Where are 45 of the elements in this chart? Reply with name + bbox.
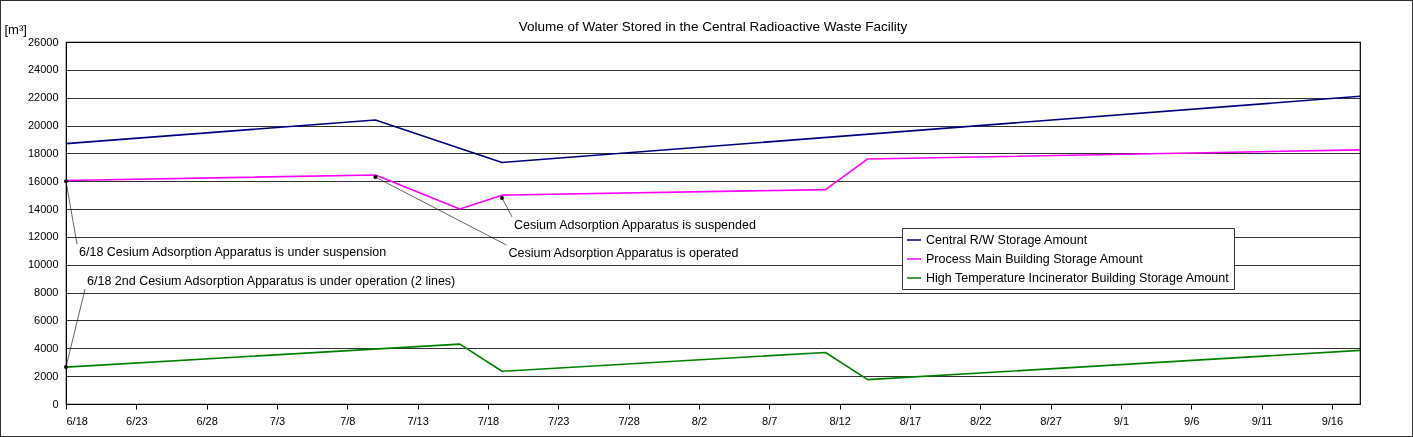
x-tick-label: 9/16 [1321, 414, 1344, 427]
y-tick-label: 18000 [27, 146, 59, 159]
x-tick-label: 8/27 [1040, 414, 1062, 427]
chart-title: Volume of Water Stored in the Central Radioactive Waste Facility [518, 18, 908, 34]
x-tick-label: 7/28 [618, 414, 640, 427]
y-tick-label: 0 [52, 397, 59, 410]
x-tick-label: 8/2 [691, 414, 708, 427]
y-tick-label: 16000 [27, 174, 59, 187]
x-tick-label: 7/13 [407, 414, 429, 427]
x-tick-label: 9/6 [1184, 414, 1200, 427]
annotation: Cesium Adsorption Apparatus is suspended [514, 217, 756, 232]
annotation: 6/18 2nd Cesium Adsorption Apparatus is under operation (2 lines) [87, 274, 456, 289]
line-series [65, 343, 1361, 381]
line-series [65, 149, 1361, 210]
x-tick-label: 8/7 [762, 414, 778, 427]
annotation: 6/18 Cesium Adsorption Apparatus is under suspension [79, 245, 387, 260]
x-tick-label: 7/3 [269, 414, 286, 427]
legend-label: High Temperature Incinerator Building Storage Amount [926, 271, 1230, 285]
x-tick-label: 6/23 [126, 414, 148, 427]
line-series [65, 95, 1361, 164]
y-tick-label: 2000 [34, 369, 59, 382]
x-tick-label: 7/23 [548, 414, 570, 427]
legend-label: Process Main Building Storage Amount [926, 252, 1144, 266]
x-tick-label: 7/8 [340, 414, 356, 427]
x-tick-label: 7/18 [477, 414, 500, 427]
y-tick-label: 10000 [27, 258, 59, 271]
x-tick-label: 8/12 [829, 414, 851, 427]
y-tick-label: 6000 [34, 313, 59, 326]
y-tick-label: 22000 [27, 91, 59, 104]
annotation: Cesium Adsorption Apparatus is operated [508, 246, 739, 261]
x-tick-label: 9/1 [1113, 414, 1130, 427]
y-tick-label: 26000 [27, 35, 59, 48]
x-tick-label: 6/18 [66, 414, 88, 427]
legend-label: Central R/W Storage Amount [926, 233, 1088, 247]
y-tick-label: 4000 [34, 341, 59, 354]
x-tick-label: 6/28 [196, 414, 218, 427]
y-tick-label: 12000 [27, 230, 59, 243]
x-tick-label: 8/22 [970, 414, 992, 427]
x-tick-label: 8/17 [899, 414, 922, 427]
y-tick-label: 14000 [27, 202, 59, 215]
x-tick-label: 9/11 [1251, 414, 1273, 427]
y-tick-label: 8000 [34, 286, 59, 299]
y-tick-label: 20000 [27, 119, 59, 132]
y-axis-title: [m³] [4, 21, 27, 37]
y-tick-label: 24000 [27, 63, 59, 76]
